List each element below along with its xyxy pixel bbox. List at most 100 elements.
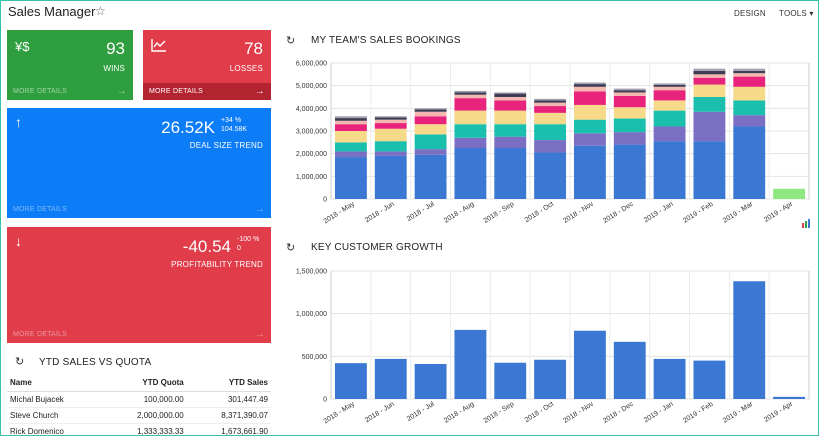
bar-segment [494,110,527,125]
bar-segment [414,124,447,135]
tools-label: TOOLS [779,9,807,18]
bar-segment [693,74,726,78]
bar [454,329,487,399]
bar-segment [534,140,567,153]
arrow-right-icon: → [254,86,265,97]
bar-segment [334,116,367,119]
x-tick-label: 2018 - Nov [562,400,595,424]
bar-segment [573,84,606,87]
refresh-icon[interactable]: ↻ [15,356,25,368]
y-tick-label: 0 [323,197,327,204]
bar-segment [693,84,726,97]
x-tick-label: 2019 - Mar [722,200,755,224]
deal-size-more-details[interactable]: MORE DETAILS → [7,201,271,218]
bar-segment [414,149,447,155]
bar-segment [414,154,447,199]
x-tick-label: 2018 - Aug [443,401,476,425]
refresh-icon[interactable]: ↻ [286,35,296,47]
ytd-title: YTD SALES VS QUOTA [39,357,152,368]
bar-segment [534,102,567,107]
bar-segment [613,88,646,91]
dollar-hand-icon: ¥$ [15,39,30,54]
bar-segment [653,100,686,111]
profitability-value: -40.54 [182,237,231,256]
column-header-quota[interactable]: YTD Quota [102,376,187,392]
cell-sales: 8,371,390.07 [186,407,271,424]
bar-segment [653,110,686,127]
bar-segment [454,137,487,148]
profitability-tile[interactable]: ↓ -40.54 -100 % 0 PROFITABILITY TREND MO… [7,227,271,343]
bar-segment [773,188,806,199]
bar-segment [414,134,447,150]
y-tick-label: 3,000,000 [296,129,327,136]
more-details-label: MORE DETAILS [13,88,68,95]
x-tick-label: 2018 - Jun [364,201,396,225]
chart-line-icon [151,38,167,57]
bookings-chart: 0 1,000,000 2,000,000 3,000,000 4,000,000 5,0… [296,61,810,225]
table-header-row: Name YTD Quota YTD Sales [7,376,271,392]
bar [733,281,766,399]
bar-segment [573,133,606,146]
deal-size-value: 26.52K [161,118,215,137]
wins-more-details[interactable]: MORE DETAILS → [7,83,133,100]
column-header-sales[interactable]: YTD Sales [186,376,271,392]
bar-segment [693,77,726,85]
cell-name: Steve Church [7,407,103,424]
bookings-title: MY TEAM'S SALES BOOKINGS [311,35,461,46]
x-tick-label: 2019 - Feb [682,201,715,225]
chart-type-icon[interactable] [802,215,811,233]
bar-segment [653,86,686,91]
bar-segment [454,148,487,199]
losses-value: 78 [244,39,263,58]
table-row[interactable]: Steve Church 2,000,000.00 8,371,390.07 [7,407,271,424]
arrow-right-icon: → [254,204,265,215]
star-icon[interactable]: ☆ [95,4,106,18]
bar-segment [374,119,407,124]
bar [653,358,686,399]
top-bar: Sales Manager ☆ DESIGN TOOLS ▾ [1,1,818,25]
x-tick-label: 2018 - Aug [443,201,476,225]
bar-segment [613,144,646,199]
more-details-label: MORE DETAILS [149,88,204,95]
bar-segment [494,97,527,101]
table-row[interactable]: Michal Bujacek 100,000.00 301,447.49 [7,391,271,408]
bar-segment [653,141,686,199]
losses-more-details[interactable]: MORE DETAILS → [143,83,271,100]
growth-chart: 0 500,000 1,000,000 1,500,000 2018 - May 2018… [296,269,810,425]
bar-segment [454,124,487,138]
bar-segment [494,124,527,137]
x-tick-label: 2019 - Apr [763,200,795,223]
tools-menu[interactable]: TOOLS ▾ [779,9,814,18]
bar-segment [334,120,367,125]
table-row[interactable]: Rick Domenico 1,333,333.33 1,673,661.90 [7,423,271,436]
more-details-label: MORE DETAILS [13,206,68,213]
y-tick-label: 4,000,000 [296,106,327,113]
bar-segment [494,100,527,111]
bar-segment [613,90,646,93]
deal-size-tile[interactable]: ↑ 26.52K +34 % 104.58K DEAL SIZE TREND M… [7,108,271,218]
x-tick-label: 2018 - Nov [562,200,595,224]
x-tick-label: 2018 - Jun [364,401,396,425]
profitability-more-details[interactable]: MORE DETAILS → [7,326,271,343]
cell-quota: 1,333,333.33 [102,423,187,436]
bar-segment [374,128,407,142]
wins-tile[interactable]: ¥$ 93 WINS MORE DETAILS → [7,30,133,100]
bar-segment [334,151,367,158]
bar-segment [374,155,407,199]
bar-segment [733,70,766,74]
bar-segment [454,90,487,93]
column-header-name[interactable]: Name [7,376,103,392]
more-details-label: MORE DETAILS [13,331,68,338]
refresh-icon[interactable]: ↻ [286,242,296,254]
bar-segment [414,116,447,125]
bar [613,341,646,399]
design-menu[interactable]: DESIGN [734,9,766,18]
cell-quota: 2,000,000.00 [102,407,187,424]
bar-segment [573,104,606,120]
losses-tile[interactable]: 78 LOSSES MORE DETAILS → [143,30,271,100]
bar-segment [573,82,606,85]
bar [573,330,606,399]
bar-segment [733,100,766,116]
bar-segment [334,118,367,121]
bar [374,358,407,399]
